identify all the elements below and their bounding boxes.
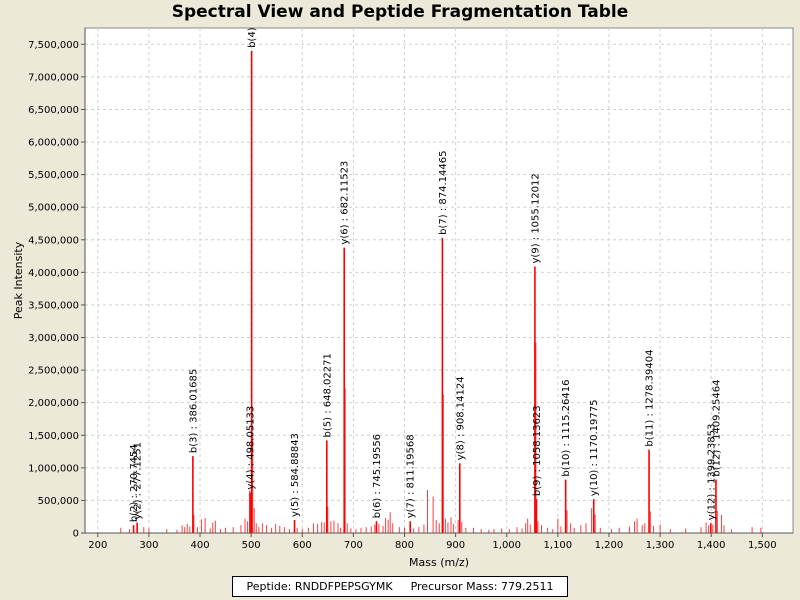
peak-label: b(4)	[247, 27, 258, 48]
peak-label: b(7) : 874.14465	[438, 150, 449, 234]
y-tick-label: 2,000,000	[28, 398, 79, 409]
y-tick-label: 7,500,000	[28, 40, 79, 51]
y-tick-label: 0	[73, 529, 79, 540]
y-tick-label: 5,000,000	[28, 203, 79, 214]
peptide-info-box: Peptide: RNDDFPEPSGYMK Precursor Mass: 7…	[232, 576, 568, 597]
y-tick-label: 6,500,000	[28, 105, 79, 116]
y-tick-label: 5,500,000	[28, 170, 79, 181]
gridlines	[85, 28, 793, 534]
x-tick-label: 900	[446, 540, 465, 551]
x-tick-label: 1,300	[646, 540, 675, 551]
peak-label: y(6) : 682.11523	[340, 161, 351, 245]
x-tick-label: 1,100	[544, 540, 573, 551]
x-tick-label: 600	[293, 540, 312, 551]
x-tick-label: 400	[190, 540, 209, 551]
peak-label: y(5) : 584.88843	[290, 433, 301, 517]
x-tick-label: 700	[344, 540, 363, 551]
y-tick-label: 7,000,000	[28, 72, 79, 83]
y-tick-label: 3,500,000	[28, 300, 79, 311]
x-tick-label: 1,400	[697, 540, 726, 551]
chart-title: Spectral View and Peptide Fragmentation …	[171, 2, 629, 22]
peak-label: b(11) : 1278.39404	[645, 350, 656, 447]
y-axis-label: Peak Intensity	[12, 241, 25, 319]
peak-label: y(10) : 1170.19775	[589, 399, 600, 496]
y-tick-label: 4,500,000	[28, 235, 79, 246]
y-tick-label: 2,500,000	[28, 366, 79, 377]
peak-label: y(8) : 908.14124	[455, 376, 466, 460]
y-axis: 0 500,000 1,000,000 1,500,000 2,000,000 2,500…	[28, 28, 86, 540]
x-tick-label: 1,500	[748, 540, 777, 551]
precursor-value: 779.2511	[501, 580, 554, 593]
x-tick-label: 1,200	[595, 540, 624, 551]
peak-label: b(5) : 648.02271	[322, 353, 333, 437]
plot-area	[84, 27, 794, 534]
peak-label: y(7) : 811.19568	[406, 434, 417, 518]
y-tick-label: 6,000,000	[28, 138, 79, 149]
peak-label: b(9) : 1058.13623	[532, 405, 543, 496]
peak-label: b(3) : 386.01685	[188, 369, 199, 453]
peak-label: b(10) : 1115.26416	[561, 380, 572, 477]
x-tick-label: 500	[242, 540, 261, 551]
peak-label: y(2) : 277.1251	[133, 442, 144, 520]
peak-label: y(9) : 1055.12012	[530, 173, 541, 263]
peak-label: y(12) : 1399.23853	[706, 424, 717, 521]
peptide-field: Peptide: RNDDFPEPSGYMK	[247, 580, 393, 593]
x-tick-label: 800	[395, 540, 414, 551]
x-tick-label: 300	[139, 540, 158, 551]
peak-label: b(6) : 745.19556	[372, 434, 383, 518]
precursor-label: Precursor Mass:	[410, 580, 498, 593]
peptide-value: RNDDFPEPSGYMK	[294, 580, 393, 593]
peak-label: b(12) : 1409.25464	[711, 380, 722, 477]
y-tick-label: 1,000,000	[28, 463, 79, 474]
x-tick-label: 1,000	[492, 540, 521, 551]
peptide-label: Peptide:	[246, 580, 292, 593]
y-tick-label: 1,500,000	[28, 431, 79, 442]
peaks	[120, 50, 762, 533]
y-tick-label: 3,000,000	[28, 333, 79, 344]
peak-label: b(2) : 270.7454	[129, 444, 140, 522]
y-tick-label: 500,000	[38, 496, 79, 507]
precursor-field: Precursor Mass: 779.2511	[411, 580, 554, 593]
x-axis-label: Mass (m/z)	[409, 556, 469, 569]
peak-label: y(4) : 498.05133	[246, 406, 257, 490]
y-tick-label: 4,000,000	[28, 268, 79, 279]
x-axis: 200 300 400 500 600 700 800 900 1,000 1,100 1,200 1…	[85, 532, 793, 551]
x-tick-label: 200	[88, 540, 107, 551]
